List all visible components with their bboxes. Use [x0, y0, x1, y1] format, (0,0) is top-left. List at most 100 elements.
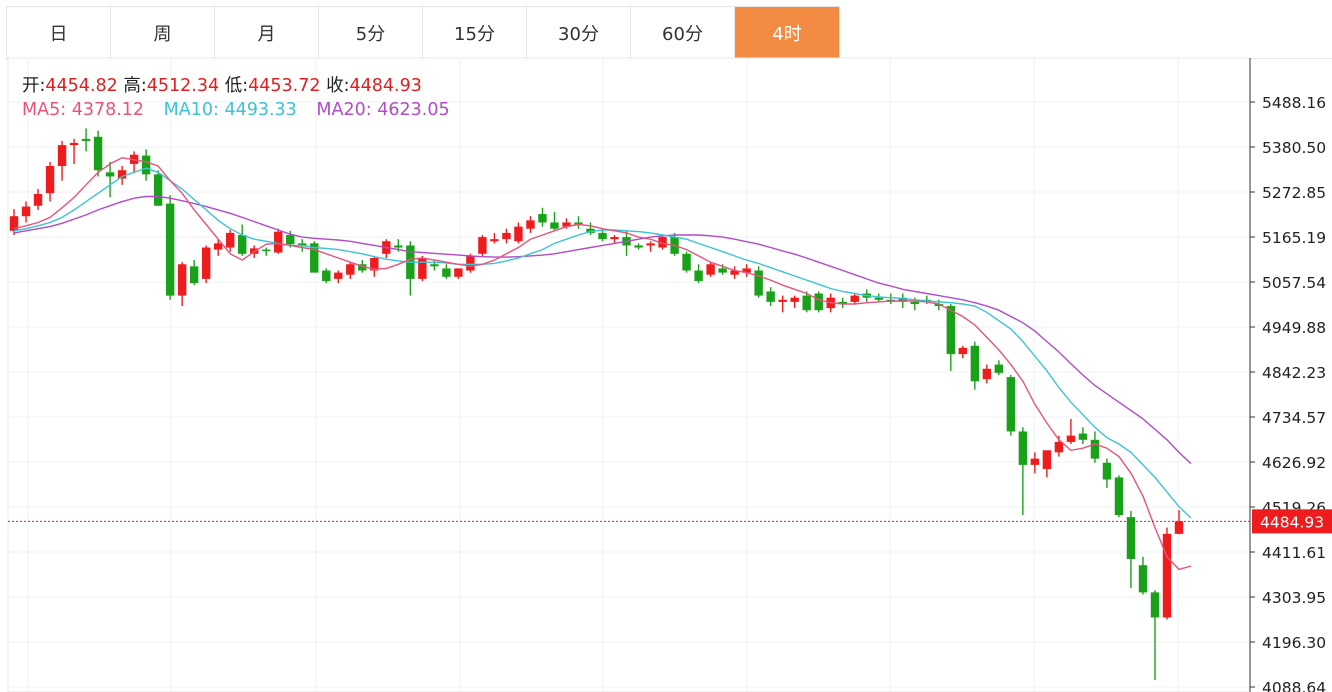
low-label: 低:	[224, 76, 249, 96]
y-tick-label: 5380.50	[1262, 139, 1326, 157]
candle-body	[274, 231, 283, 253]
candle-body	[213, 243, 223, 250]
candle-body	[490, 239, 499, 242]
candle-body	[766, 291, 775, 302]
candle-body	[346, 264, 355, 275]
candle-body	[1054, 441, 1064, 453]
candle-body	[1138, 565, 1148, 593]
candle-body	[970, 345, 980, 382]
candle-body	[982, 368, 992, 380]
candle-body	[237, 234, 247, 254]
candle-body	[574, 222, 583, 225]
ma10-line	[13, 167, 1192, 519]
candle-body	[586, 228, 595, 233]
candle-body	[358, 264, 367, 271]
candle-body	[910, 301, 919, 304]
tab-15min[interactable]: 15分	[423, 7, 527, 59]
y-tick-label: 4196.30	[1262, 634, 1326, 652]
y-tick-label: 5272.85	[1262, 184, 1326, 202]
candle-body	[946, 306, 956, 355]
candle-body	[9, 216, 19, 231]
low-value: 4453.72	[248, 76, 321, 96]
ma5-value: 4378.12	[71, 100, 145, 120]
candle-body	[718, 268, 727, 273]
candle-body	[646, 243, 655, 246]
candle-body	[33, 194, 43, 206]
candle-body	[802, 295, 811, 311]
candle-body	[934, 303, 943, 307]
high-label: 高:	[123, 76, 147, 96]
candle-body	[538, 214, 547, 223]
candle-body	[502, 232, 511, 240]
candle-body	[21, 206, 31, 217]
candle-body	[262, 249, 271, 252]
candle-body	[69, 143, 79, 146]
ma20-label: MA20:	[316, 100, 372, 120]
last-price-label: 4484.93	[1260, 513, 1324, 531]
period-tabs: 日 周 月 5分 15分 30分 60分 4时	[6, 6, 840, 60]
y-tick-label: 4626.92	[1262, 454, 1326, 472]
candle-body	[394, 245, 403, 248]
y-tick-label: 4303.95	[1262, 589, 1326, 607]
candle-body	[1150, 592, 1160, 618]
y-tick-label: 5165.19	[1262, 229, 1326, 247]
ma5-label: MA5:	[22, 100, 67, 120]
candle-body	[958, 347, 968, 355]
candle-body	[45, 166, 55, 194]
candle-body	[598, 232, 607, 240]
ma10-label: MA10:	[163, 100, 219, 120]
candle-body	[514, 226, 523, 242]
y-tick-label: 4734.57	[1262, 409, 1326, 427]
candle-body	[634, 245, 643, 248]
candle-body	[105, 172, 115, 177]
tab-week[interactable]: 周	[111, 7, 215, 59]
candle-body	[418, 257, 427, 279]
candle-body	[658, 237, 667, 248]
tab-day[interactable]: 日	[7, 7, 111, 59]
candle-body	[93, 136, 103, 171]
candle-body	[778, 299, 787, 302]
candle-body	[225, 232, 235, 248]
candle-body	[478, 237, 487, 254]
candle-body	[874, 297, 883, 300]
candle-body	[1114, 477, 1124, 516]
candle-body	[1018, 431, 1028, 465]
candle-body	[610, 237, 619, 240]
candle-body	[81, 138, 91, 141]
candle-body	[1174, 521, 1184, 534]
ohlc-readout: 开:4454.82 高:4512.34 低:4453.72 收:4484.93	[22, 72, 422, 97]
candle-body	[466, 255, 475, 271]
candle-body	[1066, 435, 1076, 442]
open-label: 开:	[22, 76, 46, 96]
candle-body	[850, 295, 859, 302]
candle-body	[322, 270, 331, 281]
candle-body	[526, 220, 535, 229]
candle-body	[754, 270, 763, 296]
candle-body	[189, 266, 199, 284]
candle-body	[1006, 377, 1016, 432]
ma5-line	[13, 156, 1192, 571]
tab-60min[interactable]: 60分	[631, 7, 735, 59]
candle-body	[57, 145, 67, 167]
y-tick-label: 5488.16	[1262, 94, 1326, 112]
tab-30min[interactable]: 30分	[527, 7, 631, 59]
candle-body	[165, 203, 175, 296]
candle-body	[177, 264, 187, 296]
candle-body	[694, 270, 703, 281]
candle-body	[550, 222, 559, 229]
candle-body	[454, 268, 463, 277]
candle-body	[310, 243, 319, 273]
tab-5min[interactable]: 5分	[319, 7, 423, 59]
y-tick-label: 5057.54	[1262, 274, 1326, 292]
tab-month[interactable]: 月	[215, 7, 319, 59]
ma20-line	[13, 195, 1192, 465]
candle-body	[742, 268, 751, 273]
candle-body	[1030, 458, 1040, 465]
y-tick-label: 4088.64	[1262, 679, 1326, 692]
y-tick-label: 4411.61	[1262, 544, 1326, 562]
candle-body	[706, 264, 715, 275]
candle-body	[814, 293, 823, 311]
candle-body	[898, 297, 907, 302]
tab-4hour[interactable]: 4时	[735, 7, 839, 59]
